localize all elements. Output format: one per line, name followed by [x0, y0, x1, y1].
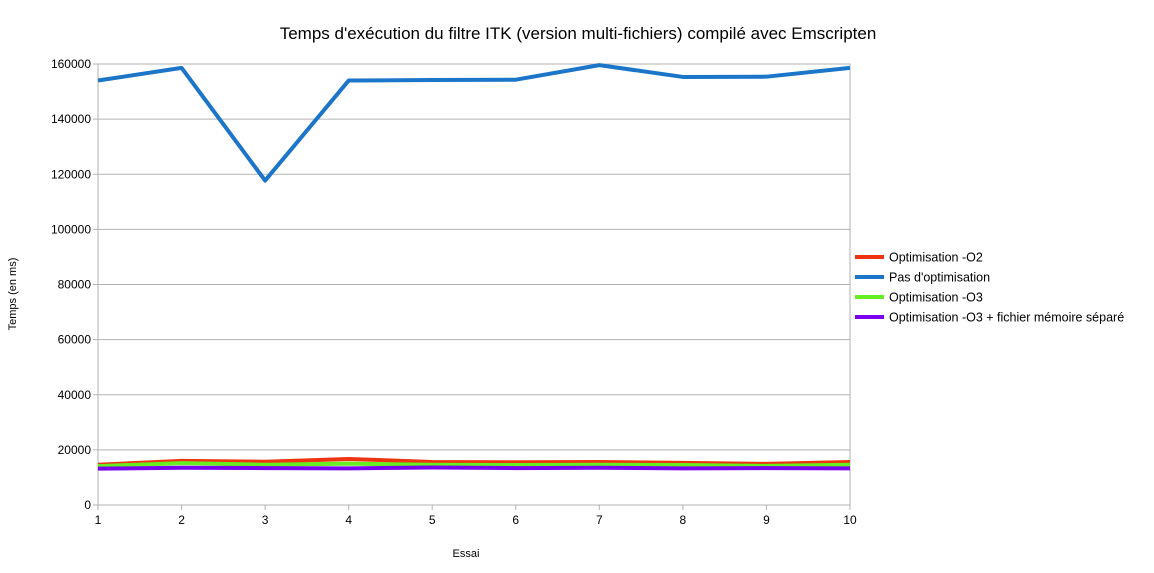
y-tick-label: 80000 [58, 278, 92, 292]
x-tick-label: 1 [95, 513, 102, 527]
series-line-2 [97, 461, 851, 469]
series-line-0 [97, 456, 851, 467]
chart-title: Temps d'exécution du filtre ITK (version… [280, 24, 877, 43]
legend-entry: Optimisation -O3 + fichier mémoire sépar… [889, 311, 1124, 325]
x-tick-label: 8 [680, 513, 687, 527]
x-tick-label: 7 [596, 513, 603, 527]
x-tick-label: 9 [763, 513, 770, 527]
series-line-1 [97, 63, 851, 183]
x-tick-label: 10 [843, 513, 857, 527]
y-tick-label: 120000 [51, 167, 91, 181]
x-tick-label: 5 [429, 513, 436, 527]
y-tick-label: 160000 [51, 57, 91, 71]
y-tick-label: 60000 [58, 333, 92, 347]
y-tick-label: 100000 [51, 222, 91, 236]
series-lines [97, 63, 851, 471]
legend-entry: Pas d'optimisation [889, 271, 990, 285]
legend-entry: Optimisation -O2 [889, 251, 983, 265]
x-axis-label: Essai [453, 548, 480, 560]
x-tick-label: 6 [512, 513, 519, 527]
x-tick-label: 2 [178, 513, 185, 527]
y-tick-label: 20000 [58, 443, 92, 457]
series-line-3 [97, 465, 851, 471]
y-tick-label: 140000 [51, 112, 91, 126]
grid-lines [98, 63, 850, 506]
legend: Optimisation -O2 Pas d'optimisation Optimi… [855, 251, 1124, 325]
x-tick-label: 3 [262, 513, 269, 527]
x-axis-ticks: 1 2 3 4 5 6 7 8 9 10 [95, 505, 857, 527]
x-tick-label: 4 [345, 513, 352, 527]
y-axis-ticks: 0 20000 40000 60000 80000 100000 120000 140000 1… [51, 57, 98, 512]
y-tick-label: 0 [84, 498, 91, 512]
legend-entry: Optimisation -O3 [889, 291, 983, 305]
y-tick-label: 40000 [58, 388, 92, 402]
y-axis-label: Temps (en ms) [7, 258, 19, 331]
